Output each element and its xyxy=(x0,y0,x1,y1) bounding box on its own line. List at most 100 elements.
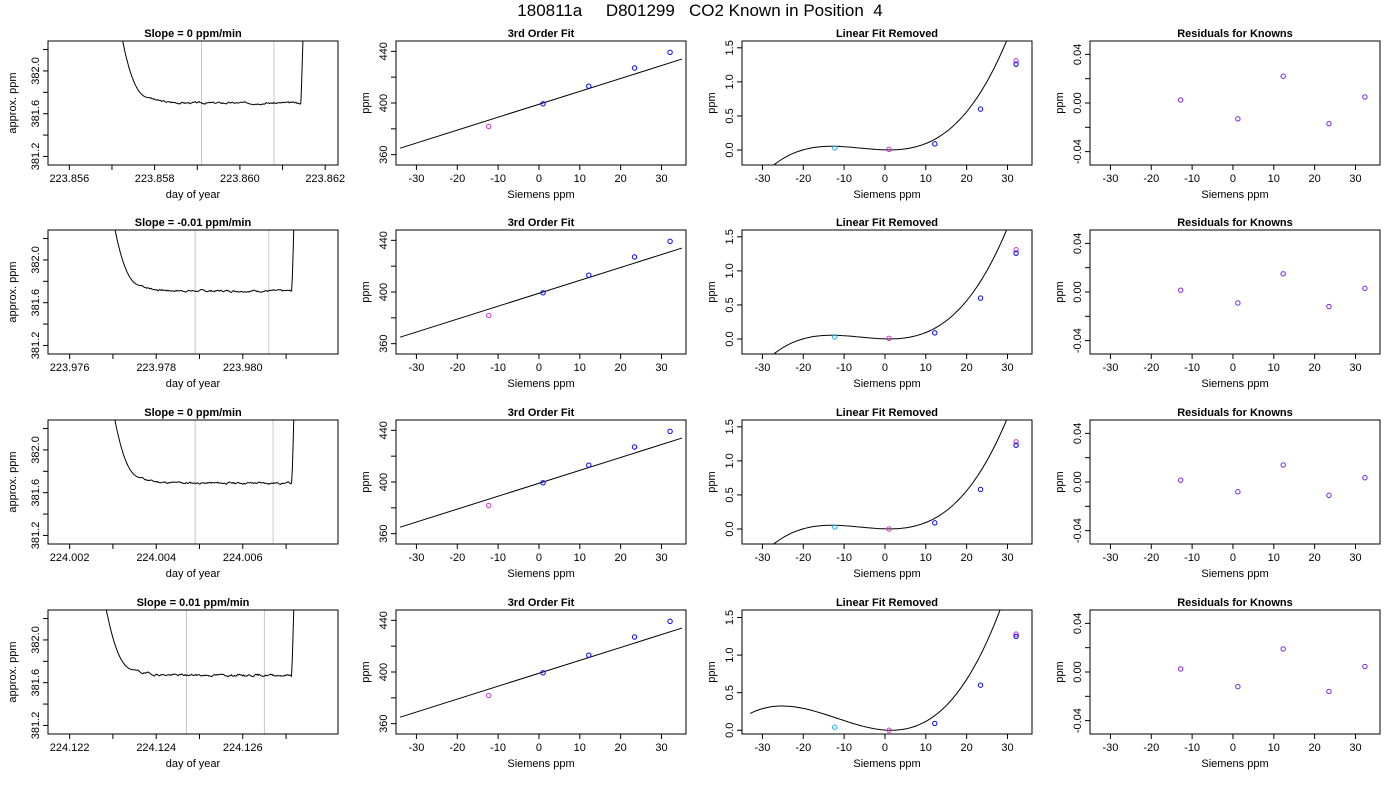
y-tick-label: 400 xyxy=(378,94,390,112)
fit-curve xyxy=(772,41,1008,165)
panel-title: Slope = 0 ppm/min xyxy=(144,28,242,40)
x-axis-label: Siemens ppm xyxy=(853,568,920,580)
y-axis-label: ppm xyxy=(706,281,718,302)
y-tick-label: 0.0 xyxy=(724,331,736,346)
y-axis-label: ppm xyxy=(360,661,372,682)
data-point xyxy=(486,502,492,509)
x-tick-label: 10 xyxy=(574,742,586,754)
data-point xyxy=(1013,61,1019,67)
data-point xyxy=(1280,73,1286,79)
panel-r2c2: 3rd Order Fit -30 -20 -10 0 10 20 30 Siemens ppm… xyxy=(360,217,687,390)
x-tick-label: 223.856 xyxy=(49,173,89,185)
data-point xyxy=(1235,489,1241,495)
y-tick-label: 400 xyxy=(378,663,390,681)
plot-area xyxy=(399,238,683,338)
data-point xyxy=(540,480,546,486)
y-axis-label: ppm xyxy=(360,471,372,492)
plot-area xyxy=(399,618,683,718)
x-tick-label: -20 xyxy=(1143,362,1159,374)
y-tick-label: 382.0 xyxy=(30,436,42,464)
y-axis-label: ppm xyxy=(706,92,718,113)
plot-area xyxy=(399,49,683,149)
x-tick-label: 20 xyxy=(961,552,973,564)
x-tick-label: -30 xyxy=(754,742,770,754)
panel-r3c1: Slope = 0 ppm/min 224.002 224.004 224.006da… xyxy=(7,407,339,580)
x-tick-label: -20 xyxy=(449,742,465,754)
data-point xyxy=(1326,303,1332,310)
plot-frame xyxy=(1089,229,1381,355)
y-tick-label: 400 xyxy=(378,283,390,301)
x-tick-label: -10 xyxy=(1184,742,1200,754)
plot-frame xyxy=(1089,419,1381,545)
data-point xyxy=(667,49,673,56)
x-tick-label: 224.122 xyxy=(50,742,90,754)
y-tick-label: 381.6 xyxy=(30,479,42,507)
x-tick-label: 223.860 xyxy=(220,173,260,185)
x-tick-label: -30 xyxy=(1102,362,1118,374)
x-tick-label: -10 xyxy=(836,552,852,564)
data-point xyxy=(1362,285,1368,292)
y-tick-label: 1.0 xyxy=(724,453,736,468)
x-tick-label: 30 xyxy=(1001,552,1013,564)
x-tick-label: 20 xyxy=(615,173,627,185)
plot-frame xyxy=(1089,609,1381,735)
y-tick-label: 360 xyxy=(378,714,390,732)
x-tick-label: 10 xyxy=(920,362,932,374)
data-point xyxy=(1013,633,1019,640)
y-tick-label: 1.5 xyxy=(724,40,736,55)
x-tick-label: 10 xyxy=(1268,362,1280,374)
y-tick-label: 440 xyxy=(378,421,390,439)
x-tick-label: 30 xyxy=(1001,742,1013,754)
plot-area xyxy=(1177,462,1368,499)
panel-r3c3: Linear Fit Removed -30 -20 -10 0 10 20 30 Siemen… xyxy=(706,407,1033,580)
data-point xyxy=(1013,58,1019,64)
y-tick-label: -0.04 xyxy=(1072,708,1084,733)
data-point xyxy=(1177,287,1184,293)
x-tick-label: 20 xyxy=(615,362,627,374)
x-axis-label: Siemens ppm xyxy=(853,189,920,201)
data-point xyxy=(932,720,938,727)
plot-frame xyxy=(741,229,1033,355)
x-tick-label: 223.862 xyxy=(305,173,345,185)
data-point xyxy=(486,312,492,319)
data-point xyxy=(886,526,892,532)
plot-area xyxy=(772,420,1019,544)
data-point xyxy=(932,141,938,147)
plot-area xyxy=(399,428,683,528)
panel-title: Linear Fit Removed xyxy=(836,597,938,609)
panel-title: Residuals for Knowns xyxy=(1177,407,1293,419)
y-tick-label: 360 xyxy=(378,524,390,542)
panel-r2c4: Residuals for Knowns -30 -20 -10 0 10 20 30 Siem… xyxy=(1054,217,1381,390)
x-tick-label: 20 xyxy=(615,552,627,564)
x-tick-label: 10 xyxy=(920,173,932,185)
fit-curve xyxy=(749,610,1001,731)
data-point xyxy=(1280,646,1286,652)
x-tick-label: -30 xyxy=(408,742,424,754)
panel-title: Residuals for Knowns xyxy=(1177,28,1293,40)
plot-area xyxy=(772,41,1019,165)
data-point xyxy=(486,123,492,130)
data-point xyxy=(667,618,673,625)
x-tick-label: 10 xyxy=(1268,742,1280,754)
y-tick-label: 440 xyxy=(378,231,390,249)
panel-title: Slope = 0.01 ppm/min xyxy=(137,597,250,609)
panel-title: Linear Fit Removed xyxy=(836,217,938,229)
plot-frame xyxy=(1089,40,1381,166)
x-tick-label: 20 xyxy=(1309,742,1321,754)
x-tick-label: 224.006 xyxy=(223,552,263,564)
x-tick-label: 10 xyxy=(1268,552,1280,564)
x-tick-label: 30 xyxy=(1001,362,1013,374)
x-tick-label: 0 xyxy=(882,173,888,185)
panel-title: Slope = -0.01 ppm/min xyxy=(135,217,252,229)
y-axis-label: approx. ppm xyxy=(7,641,19,702)
y-tick-label: 381.2 xyxy=(30,332,42,360)
plot-area xyxy=(114,230,295,354)
x-tick-label: -20 xyxy=(795,362,811,374)
data-point xyxy=(886,146,892,153)
y-tick-label: 1.5 xyxy=(724,419,736,434)
panel-r1c3: Linear Fit Removed -30 -20 -10 0 10 20 30 Siemen… xyxy=(706,28,1033,201)
data-point xyxy=(886,335,892,342)
panel-title: 3rd Order Fit xyxy=(508,407,575,419)
plot-area xyxy=(772,230,1019,354)
y-axis-label: ppm xyxy=(360,281,372,302)
